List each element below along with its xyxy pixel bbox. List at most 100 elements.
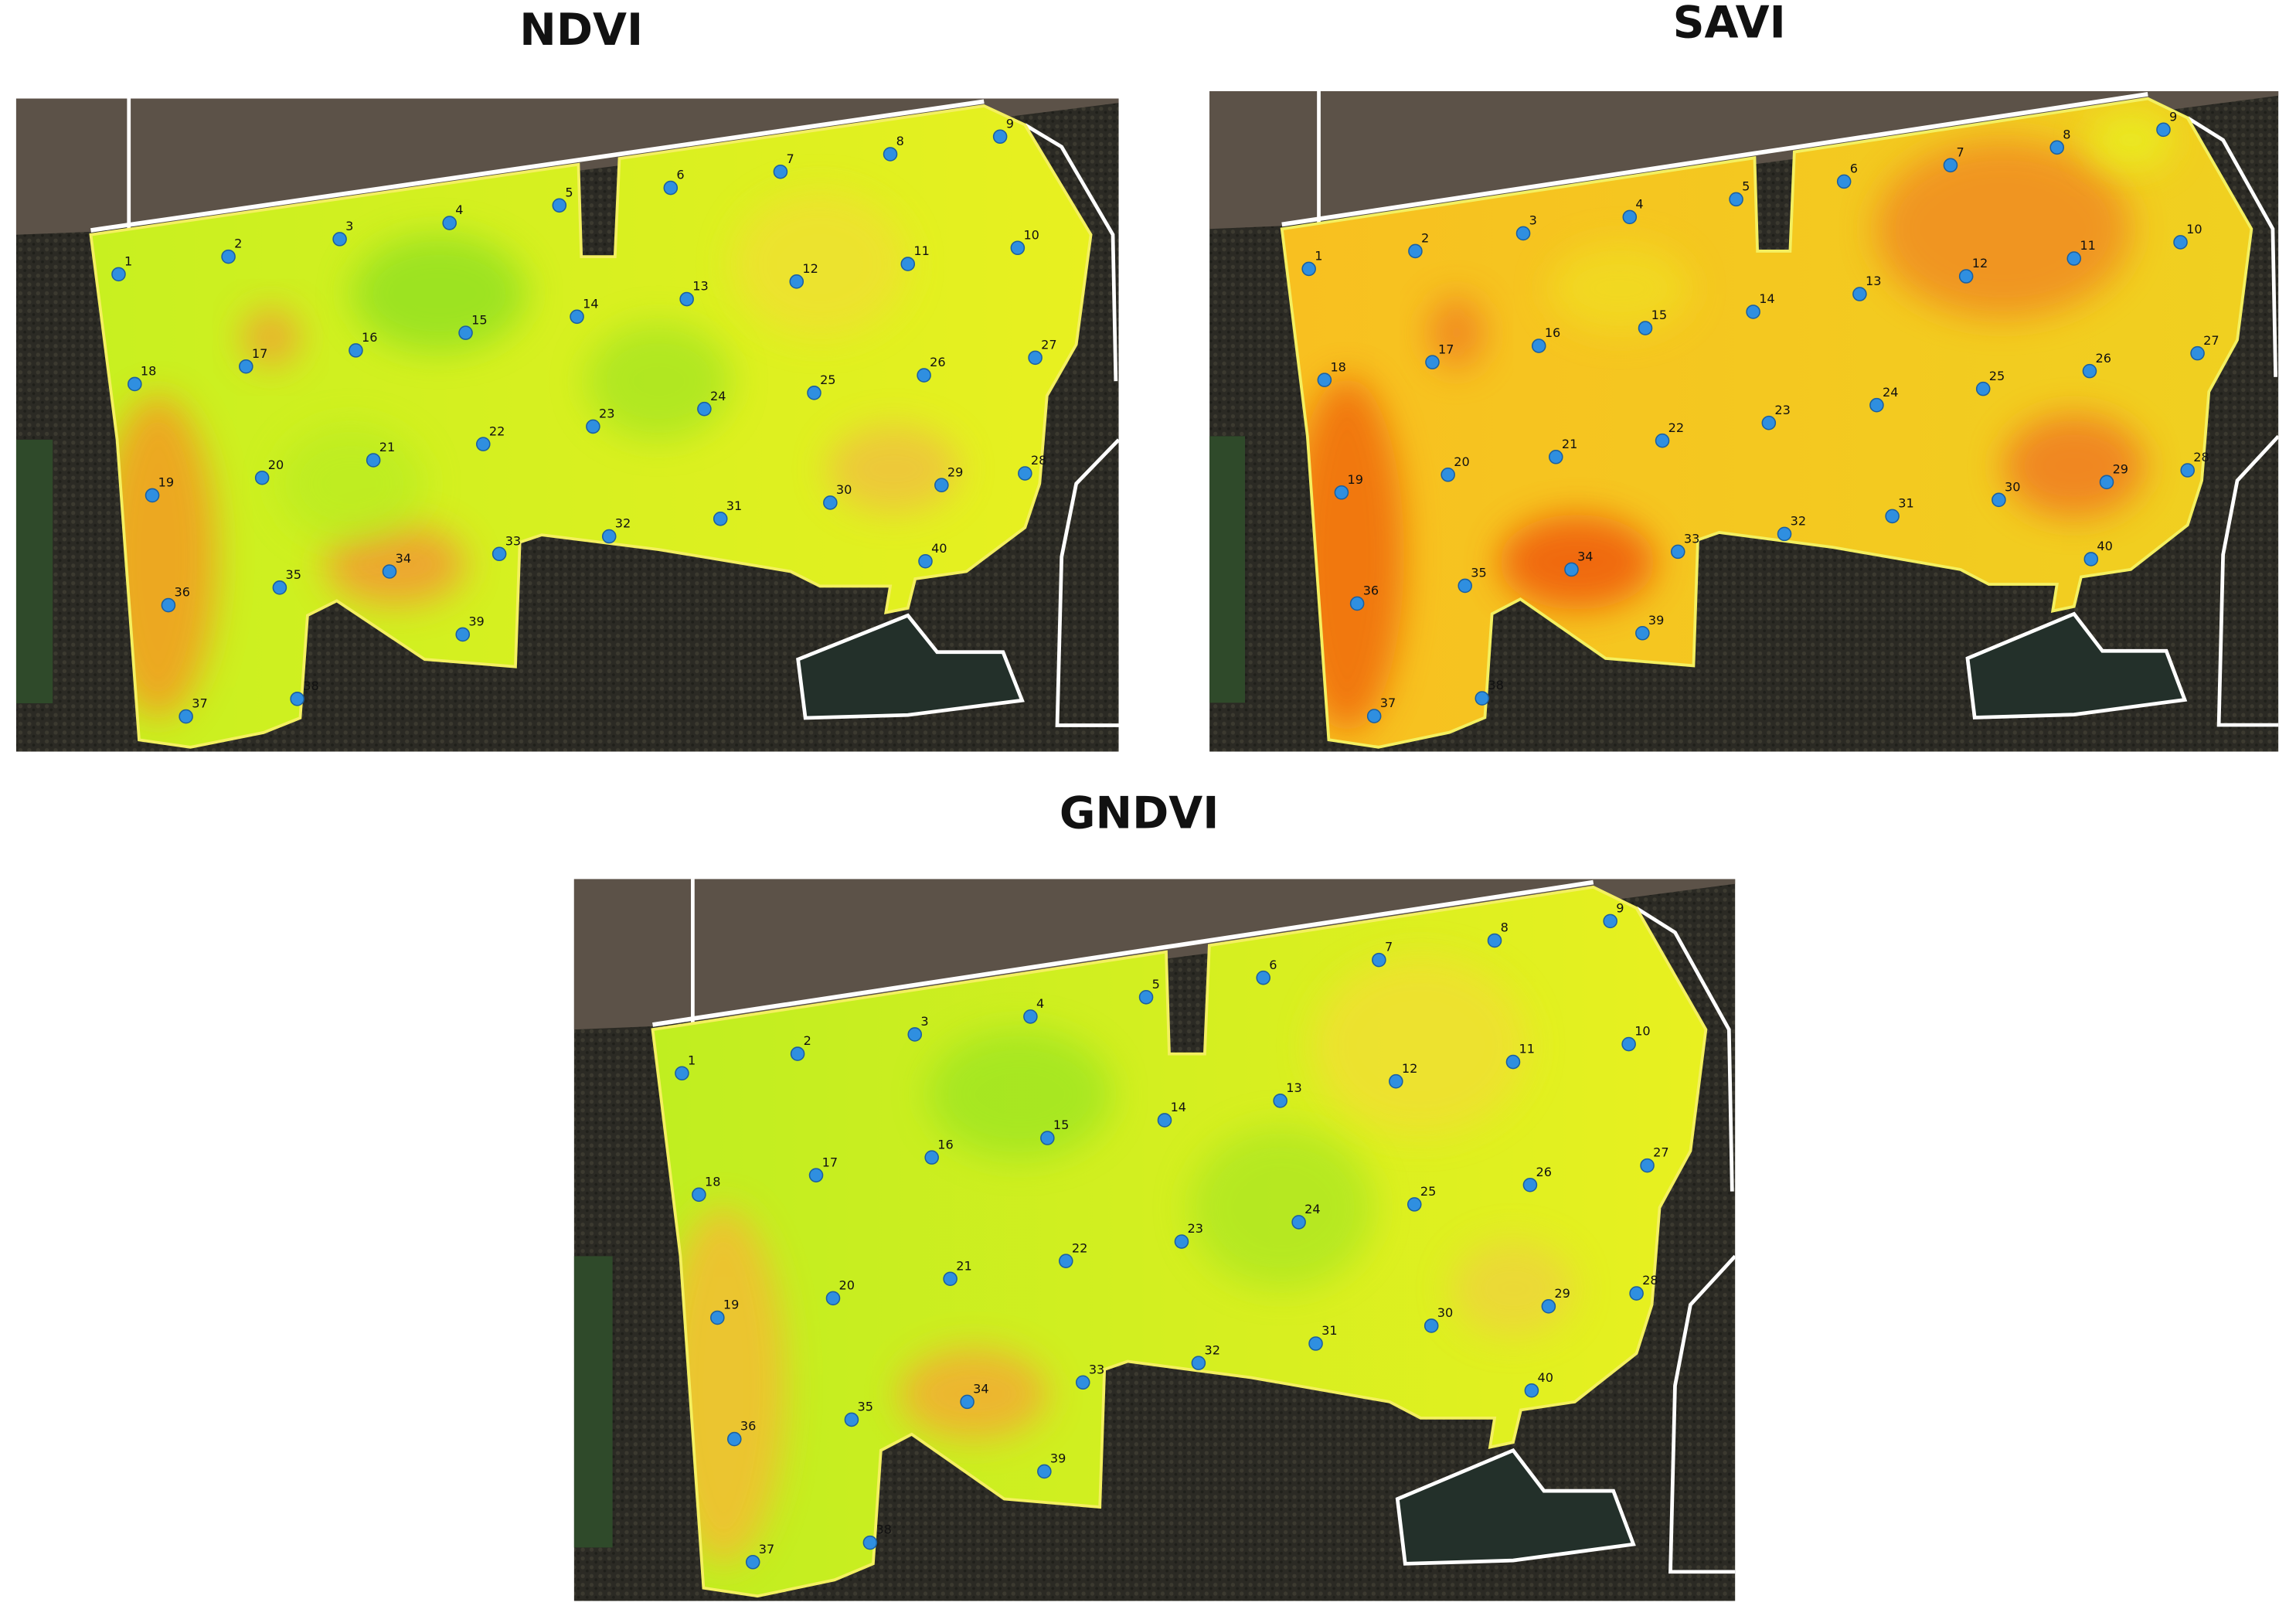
sample-point-label: 2 [1421, 231, 1429, 246]
sample-point [1869, 397, 1884, 413]
sample-point-label: 3 [1529, 213, 1537, 228]
sample-point [349, 343, 363, 358]
sample-point-label: 3 [345, 219, 353, 233]
sample-point-label: 23 [1188, 1221, 1203, 1236]
sample-point-label: 33 [1684, 532, 1699, 546]
sample-point [1256, 970, 1270, 985]
sample-point-label: 37 [1380, 696, 1396, 710]
sample-point [710, 1310, 725, 1325]
index-pattern [1290, 110, 2174, 733]
sample-point-label: 11 [1519, 1042, 1535, 1056]
index-zone [1875, 140, 2131, 318]
sample-point [862, 1535, 878, 1550]
sample-point [1958, 269, 1974, 284]
sample-point [2156, 122, 2171, 138]
sample-point [1548, 449, 1563, 464]
index-zone [351, 234, 528, 352]
sample-point [917, 368, 931, 383]
sample-point-label: 24 [1883, 385, 1898, 400]
sample-point-label: 30 [836, 482, 852, 497]
sample-point [960, 1394, 975, 1410]
sample-point [1018, 466, 1032, 481]
sample-point [442, 216, 457, 230]
sample-point [1407, 1197, 1422, 1212]
sample-point-label: 6 [1850, 162, 1858, 176]
sample-point [1408, 243, 1423, 259]
index-zone [827, 425, 960, 513]
sample-point [1852, 287, 1867, 301]
index-zone [325, 522, 466, 606]
sample-point-label: 38 [1488, 678, 1503, 692]
sample-point [697, 401, 712, 417]
sample-point [924, 1150, 939, 1165]
green-strip [1209, 436, 1246, 703]
sample-point-label: 25 [1989, 369, 2005, 383]
sample-point [475, 437, 491, 451]
sample-point-label: 16 [937, 1137, 953, 1152]
sample-point [179, 709, 193, 724]
sample-point-label: 22 [489, 424, 505, 438]
index-zone [732, 190, 908, 338]
sample-point-label: 31 [1898, 496, 1913, 511]
sample-point [272, 580, 287, 595]
sample-point [900, 257, 916, 271]
sample-point [1349, 596, 1365, 611]
sample-point [458, 325, 473, 340]
sample-point [1291, 1215, 1306, 1230]
sample-point [1372, 952, 1386, 968]
sample-point [1191, 1356, 1206, 1370]
sample-point-label: 21 [1562, 437, 1577, 451]
index-zone [1549, 243, 1691, 333]
boundary [2186, 116, 2277, 377]
sample-point-label: 7 [1957, 145, 1964, 159]
sample-point-label: 14 [583, 296, 598, 311]
sample-point [1487, 933, 1502, 948]
sample-point-label: 31 [1321, 1323, 1337, 1338]
sample-point-label: 1 [124, 253, 132, 268]
sample-point [1621, 1036, 1636, 1052]
sample-point-label: 2 [804, 1033, 811, 1048]
sample-point-label: 5 [565, 185, 573, 199]
sample-point [1622, 209, 1638, 225]
map-panel: NDVI123456789101112131415161718192021222… [15, 5, 1119, 752]
sample-point-label: 6 [676, 168, 684, 182]
sample-point [1138, 990, 1154, 1005]
sample-point-label: 6 [1269, 958, 1277, 972]
sample-point-label: 37 [759, 1542, 774, 1556]
sample-point-label: 25 [820, 373, 835, 387]
sample-point [1317, 373, 1332, 387]
sample-point-label: 1 [688, 1053, 696, 1067]
index-zone [1498, 514, 1655, 610]
sample-point-label: 34 [1577, 549, 1593, 564]
sample-point [492, 546, 507, 562]
sample-point [1366, 709, 1382, 723]
index-zone [2088, 110, 2174, 170]
sample-point [883, 147, 898, 162]
sample-point [1301, 261, 1316, 277]
sample-point-label: 40 [2097, 539, 2112, 553]
sample-point [1040, 1131, 1055, 1145]
sample-point [128, 376, 142, 392]
sample-point [663, 180, 679, 196]
sample-point-label: 5 [1742, 179, 1750, 194]
sample-point [1638, 321, 1653, 335]
sample-point-label: 20 [1454, 454, 1469, 469]
sample-point [823, 495, 838, 510]
sample-point-label: 12 [1402, 1061, 1417, 1076]
sample-point [713, 511, 728, 526]
map-panel: SAVI123456789101112131415161718192021222… [1209, 0, 2279, 752]
sample-point-label: 2 [234, 236, 242, 251]
sample-point-label: 17 [1438, 342, 1454, 356]
sample-point [1524, 1383, 1539, 1398]
sample-point-label: 35 [1471, 566, 1486, 580]
sample-point [679, 291, 694, 307]
sample-point [455, 627, 471, 642]
sample-point-label: 15 [1053, 1118, 1069, 1132]
sample-point [1670, 544, 1685, 560]
sample-point-label: 15 [1651, 308, 1667, 322]
sample-point [2180, 463, 2195, 478]
sample-point-label: 19 [723, 1298, 739, 1312]
sample-point [1836, 174, 1852, 189]
sample-point-label: 36 [1363, 583, 1379, 598]
sample-point-label: 10 [1634, 1024, 1650, 1039]
